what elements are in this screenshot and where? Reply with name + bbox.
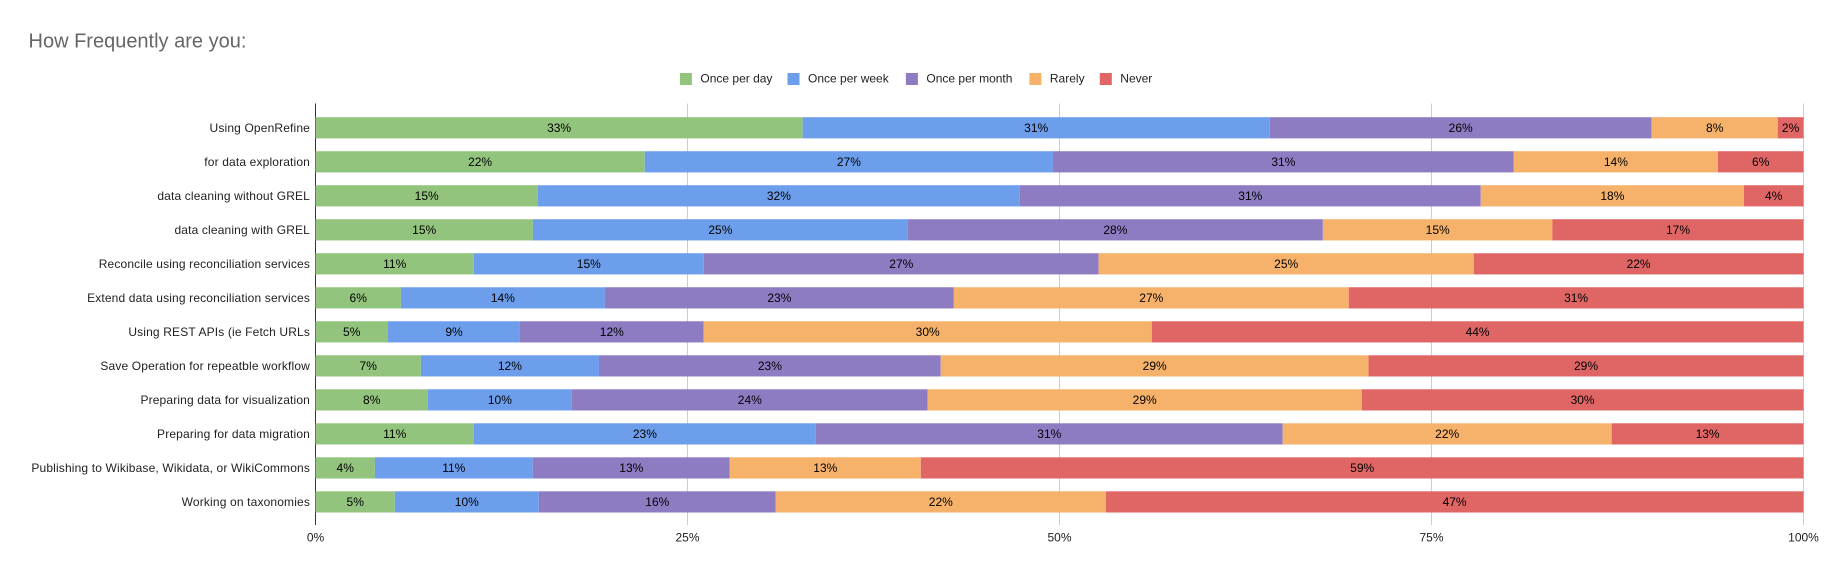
svg-text:6%: 6% [1752, 155, 1770, 169]
svg-text:5%: 5% [347, 495, 365, 509]
svg-text:10%: 10% [488, 393, 512, 407]
svg-text:13%: 13% [619, 461, 643, 475]
svg-text:22%: 22% [1435, 427, 1459, 441]
svg-text:Never: Never [1120, 72, 1152, 86]
svg-text:22%: 22% [929, 495, 953, 509]
svg-text:for data exploration: for data exploration [204, 155, 310, 169]
svg-text:31%: 31% [1024, 121, 1048, 135]
svg-text:14%: 14% [1604, 155, 1628, 169]
svg-text:50%: 50% [1047, 531, 1071, 545]
svg-text:Once per week: Once per week [808, 72, 890, 86]
svg-text:59%: 59% [1350, 461, 1374, 475]
svg-text:data cleaning with GREL: data cleaning with GREL [174, 223, 310, 237]
svg-text:2%: 2% [1782, 121, 1800, 135]
svg-text:data cleaning without GREL: data cleaning without GREL [157, 189, 310, 203]
svg-text:Using REST APIs (ie Fetch URLs: Using REST APIs (ie Fetch URLs [128, 325, 310, 339]
svg-text:18%: 18% [1600, 189, 1624, 203]
svg-text:4%: 4% [337, 461, 355, 475]
svg-text:11%: 11% [383, 257, 406, 271]
svg-text:31%: 31% [1564, 291, 1588, 305]
svg-text:Rarely: Rarely [1050, 72, 1085, 86]
svg-text:26%: 26% [1449, 121, 1473, 135]
svg-text:7%: 7% [360, 359, 378, 373]
svg-text:22%: 22% [1627, 257, 1651, 271]
svg-text:10%: 10% [455, 495, 479, 509]
svg-text:13%: 13% [813, 461, 837, 475]
svg-text:27%: 27% [837, 155, 861, 169]
svg-text:15%: 15% [415, 189, 439, 203]
svg-text:Once per day: Once per day [700, 72, 772, 86]
svg-text:11%: 11% [442, 461, 465, 475]
svg-text:31%: 31% [1238, 189, 1262, 203]
svg-text:12%: 12% [600, 325, 624, 339]
svg-text:32%: 32% [767, 189, 791, 203]
svg-text:31%: 31% [1271, 155, 1295, 169]
svg-text:75%: 75% [1419, 531, 1443, 545]
svg-text:29%: 29% [1143, 359, 1167, 373]
svg-text:17%: 17% [1666, 223, 1690, 237]
svg-text:8%: 8% [1706, 121, 1724, 135]
svg-text:44%: 44% [1466, 325, 1490, 339]
svg-text:31%: 31% [1037, 427, 1061, 441]
svg-text:11%: 11% [383, 427, 406, 441]
svg-text:4%: 4% [1765, 189, 1783, 203]
svg-text:Preparing for data migration: Preparing for data migration [157, 427, 310, 441]
svg-text:0%: 0% [307, 531, 325, 545]
svg-text:Working on taxonomies: Working on taxonomies [182, 495, 310, 509]
svg-text:Preparing data for visualizati: Preparing data for visualization [140, 393, 310, 407]
svg-text:9%: 9% [445, 325, 463, 339]
svg-text:15%: 15% [1426, 223, 1450, 237]
svg-text:8%: 8% [363, 393, 381, 407]
svg-text:23%: 23% [633, 427, 657, 441]
svg-text:12%: 12% [498, 359, 522, 373]
svg-text:6%: 6% [350, 291, 368, 305]
svg-text:5%: 5% [343, 325, 361, 339]
svg-text:30%: 30% [1571, 393, 1595, 407]
svg-text:27%: 27% [889, 257, 913, 271]
svg-text:13%: 13% [1696, 427, 1720, 441]
svg-text:29%: 29% [1133, 393, 1157, 407]
svg-text:30%: 30% [916, 325, 940, 339]
svg-text:47%: 47% [1443, 495, 1467, 509]
svg-text:Using OpenRefine: Using OpenRefine [210, 121, 311, 135]
svg-text:Reconcile using reconciliation: Reconcile using reconciliation services [99, 257, 310, 271]
svg-text:23%: 23% [758, 359, 782, 373]
svg-text:27%: 27% [1139, 291, 1163, 305]
svg-text:100%: 100% [1788, 531, 1819, 545]
svg-text:15%: 15% [412, 223, 436, 237]
svg-text:24%: 24% [738, 393, 762, 407]
svg-text:25%: 25% [1274, 257, 1298, 271]
svg-text:29%: 29% [1574, 359, 1598, 373]
svg-text:16%: 16% [645, 495, 669, 509]
svg-text:15%: 15% [577, 257, 601, 271]
svg-text:22%: 22% [468, 155, 492, 169]
svg-text:33%: 33% [547, 121, 571, 135]
svg-text:25%: 25% [675, 531, 699, 545]
svg-text:28%: 28% [1103, 223, 1127, 237]
svg-text:Once per month: Once per month [926, 72, 1012, 86]
svg-text:How Frequently are you:: How Frequently are you: [29, 31, 247, 53]
svg-text:25%: 25% [708, 223, 732, 237]
svg-text:23%: 23% [767, 291, 791, 305]
svg-text:Extend data using reconciliati: Extend data using reconciliation service… [87, 291, 310, 305]
svg-text:14%: 14% [491, 291, 515, 305]
svg-text:Save Operation for repeatble w: Save Operation for repeatble workflow [100, 359, 310, 373]
svg-text:Publishing to Wikibase, Wikida: Publishing to Wikibase, Wikidata, or Wik… [31, 461, 310, 475]
